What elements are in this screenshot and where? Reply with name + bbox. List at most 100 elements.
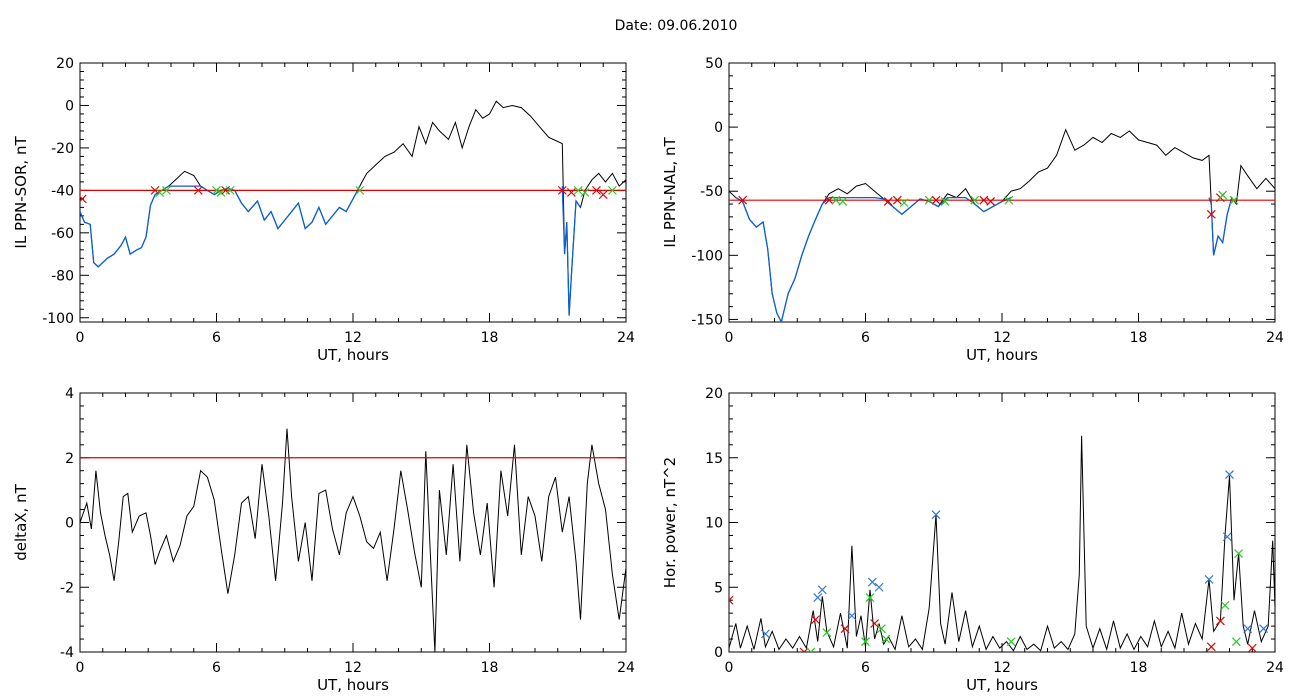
below-threshold-line <box>1208 197 1233 256</box>
series-line <box>729 435 1275 652</box>
cross-marker <box>216 188 226 197</box>
cross-marker <box>824 195 834 205</box>
cross-marker <box>1229 195 1239 205</box>
y-axis-label: Hor. power, nT^2 <box>661 457 679 588</box>
cross-marker <box>1206 642 1216 652</box>
cross-marker <box>592 185 601 195</box>
series-line <box>729 128 1275 322</box>
cross-marker <box>355 185 365 195</box>
x-tick-label: 12 <box>993 660 1011 676</box>
cross-marker <box>865 593 875 603</box>
cross-marker <box>847 611 857 621</box>
x-tick-label: 0 <box>76 330 85 346</box>
below-threshold-line <box>80 185 361 268</box>
y-tick-label: -2 <box>60 580 74 596</box>
y-tick-label: 20 <box>56 56 74 72</box>
cross-marker <box>1234 549 1244 559</box>
below-threshold-line <box>735 196 1012 322</box>
y-tick-label: 50 <box>705 56 723 72</box>
x-tick-label: 0 <box>725 660 734 676</box>
x-tick-label: 6 <box>861 330 870 346</box>
series-line <box>80 428 626 652</box>
cross-marker <box>861 637 870 647</box>
y-tick-label: -80 <box>51 268 74 284</box>
x-tick-label: 24 <box>617 330 635 346</box>
plot-frame <box>728 62 1276 323</box>
y-tick-label: -50 <box>700 184 723 200</box>
cross-marker <box>1006 637 1016 647</box>
cross-marker <box>870 619 880 628</box>
y-axis-label: IL PPN-NAL, nT <box>661 137 679 248</box>
x-tick-label: 18 <box>481 330 499 346</box>
cross-marker <box>607 185 617 195</box>
chart-panel-power: 0 6 12 18 24 0 5 10 15 20 UT, hours Hor. power, nT^… <box>661 386 1284 694</box>
y-tick-label: -100 <box>691 248 723 264</box>
cross-marker <box>1225 470 1234 480</box>
x-tick-label: 24 <box>1266 660 1284 676</box>
cross-marker <box>840 624 850 634</box>
plot-frame <box>728 392 1276 653</box>
chart-panel-nal: 0 6 12 18 24 -150 -100 -50 0 50 UT, hours IL PPN-NA… <box>661 56 1284 364</box>
cross-marker <box>225 185 235 195</box>
cross-marker <box>881 634 891 644</box>
cross-marker <box>566 188 576 197</box>
y-tick-label: 20 <box>705 386 723 402</box>
cross-marker <box>806 647 816 652</box>
x-tick-label: 12 <box>344 660 362 676</box>
cross-marker <box>150 185 160 195</box>
y-tick-label: 0 <box>65 98 74 114</box>
cross-marker <box>813 593 823 603</box>
cross-marker <box>986 197 996 206</box>
cross-marker <box>924 195 934 205</box>
cross-marker <box>1218 190 1228 200</box>
cross-marker <box>877 624 886 634</box>
cross-marker <box>817 585 827 595</box>
page-title: Date: 09.06.2010 <box>614 18 738 34</box>
cross-marker <box>162 185 171 195</box>
cross-marker <box>573 185 583 195</box>
cross-marker <box>892 195 902 205</box>
x-tick-label: 24 <box>1266 330 1284 346</box>
cross-marker <box>729 595 734 605</box>
x-axis-label: UT, hours <box>317 346 389 364</box>
cross-marker <box>1215 616 1225 626</box>
y-axis-label: IL PPN-SOR, nT <box>12 136 30 249</box>
cross-marker <box>1247 643 1257 652</box>
cross-marker <box>1206 209 1216 219</box>
cross-marker <box>1243 624 1253 634</box>
cross-marker <box>899 198 909 208</box>
x-axis-label: UT, hours <box>966 346 1038 364</box>
x-axis-label: UT, hours <box>317 676 389 694</box>
cross-marker <box>1259 624 1269 634</box>
y-axis-label: deltaX, nT <box>12 483 30 560</box>
x-tick-label: 6 <box>212 660 221 676</box>
y-tick-label: 0 <box>714 645 723 661</box>
cross-marker <box>867 577 877 587</box>
cross-marker <box>883 197 893 206</box>
x-tick-label: 6 <box>212 330 221 346</box>
cross-marker <box>580 188 590 197</box>
series-line <box>80 100 626 316</box>
cross-marker <box>1004 195 1014 205</box>
cross-marker <box>738 195 748 205</box>
cross-marker <box>598 190 608 200</box>
cross-marker <box>193 185 203 195</box>
chart-panel-sor: 0 6 12 18 24 -100 -80 -60 -40 -20 0 20 UT, hours IL P… <box>12 56 635 364</box>
cross-marker <box>557 185 567 195</box>
cross-marker <box>874 582 884 592</box>
y-tick-label: 15 <box>705 451 723 467</box>
x-tick-label: 18 <box>1130 660 1148 676</box>
y-tick-label: 0 <box>714 120 723 136</box>
cross-marker <box>831 195 841 205</box>
x-tick-label: 24 <box>617 660 635 676</box>
x-axis-label: UT, hours <box>966 676 1038 694</box>
cross-marker <box>838 197 848 206</box>
cross-marker <box>1231 637 1241 647</box>
cross-marker <box>1222 532 1232 542</box>
y-tick-label: -40 <box>51 183 74 199</box>
cross-marker <box>1220 600 1230 610</box>
x-tick-label: 12 <box>993 330 1011 346</box>
x-tick-label: 12 <box>344 330 362 346</box>
x-tick-label: 0 <box>725 330 734 346</box>
